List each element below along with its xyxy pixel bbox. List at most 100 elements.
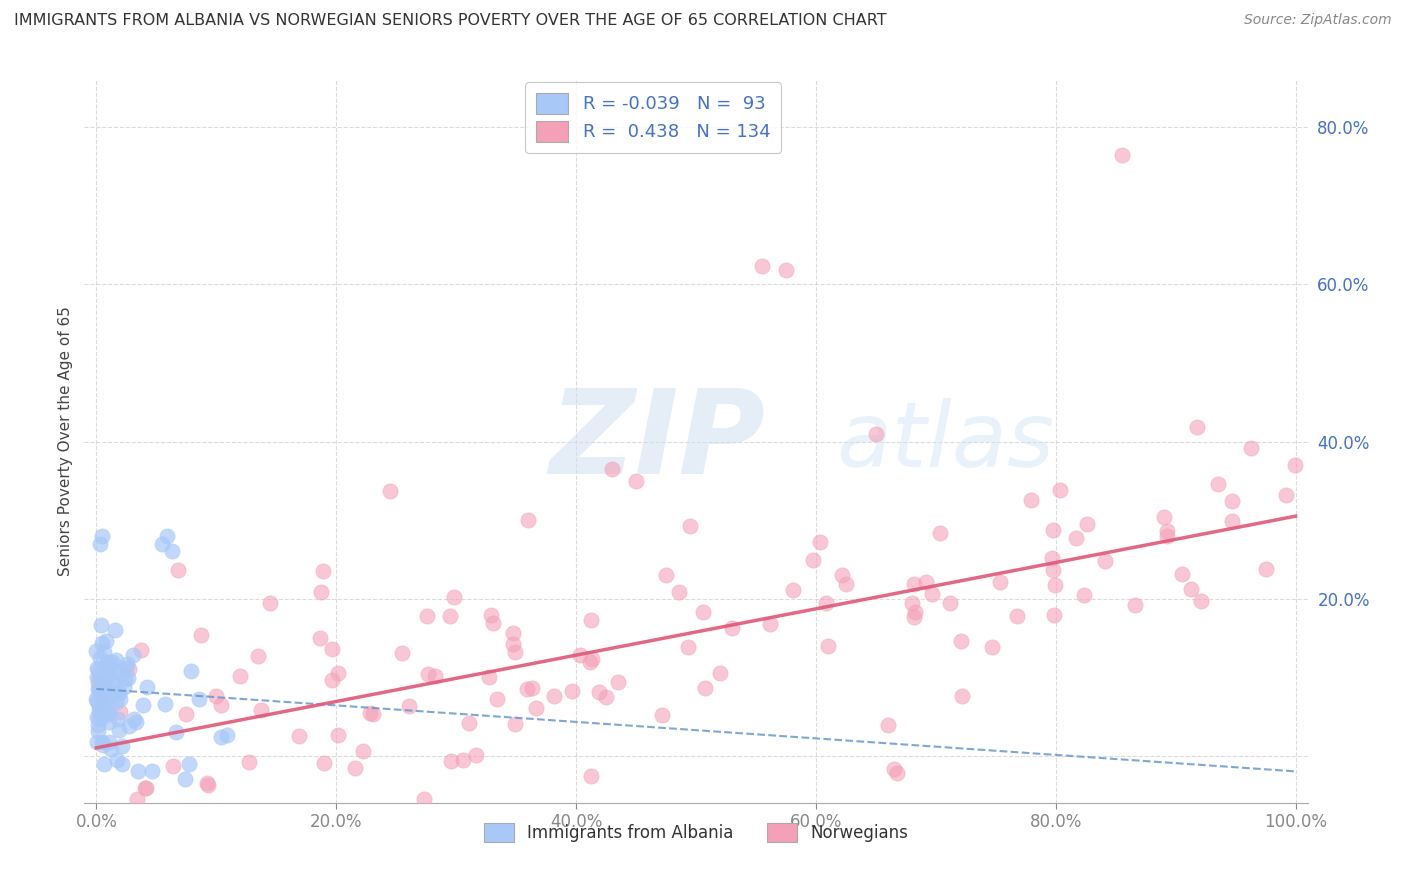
Point — [90, 690, 112, 704]
Point — [115, 661, 138, 675]
Point — [94, 681, 117, 695]
Point — [503, 717, 526, 731]
Point — [122, 648, 145, 662]
Point — [87, 687, 110, 701]
Point — [693, 681, 716, 696]
Point — [209, 730, 232, 744]
Point — [668, 584, 690, 599]
Point — [801, 553, 824, 567]
Point — [86, 644, 108, 658]
Point — [188, 692, 211, 706]
Point — [309, 631, 332, 645]
Point — [91, 529, 114, 543]
Point — [1240, 441, 1263, 455]
Point — [561, 684, 583, 698]
Point — [117, 719, 139, 733]
Point — [93, 709, 115, 723]
Point — [87, 663, 110, 677]
Point — [87, 704, 110, 718]
Point — [1185, 419, 1208, 434]
Text: IMMIGRANTS FROM ALBANIA VS NORWEGIAN SENIORS POVERTY OVER THE AGE OF 65 CORRELAT: IMMIGRANTS FROM ALBANIA VS NORWEGIAN SEN… — [14, 13, 887, 29]
Point — [903, 577, 925, 591]
Point — [90, 636, 112, 650]
Point — [782, 582, 804, 597]
Point — [90, 735, 112, 749]
Point — [112, 680, 135, 694]
Point — [86, 709, 108, 723]
Point — [1049, 483, 1071, 497]
Point — [97, 655, 120, 669]
Point — [439, 609, 461, 624]
Point — [215, 728, 238, 742]
Point — [105, 665, 128, 679]
Point — [600, 462, 623, 476]
Point — [90, 704, 112, 718]
Point — [259, 596, 281, 610]
Point — [464, 748, 486, 763]
Point — [451, 753, 474, 767]
Point — [326, 665, 349, 680]
Point — [1171, 566, 1194, 581]
Point — [1189, 594, 1212, 608]
Point — [209, 698, 232, 713]
Point — [89, 699, 111, 714]
Point — [118, 662, 141, 676]
Point — [721, 621, 744, 635]
Point — [86, 694, 108, 708]
Point — [91, 738, 114, 752]
Point — [205, 689, 228, 703]
Point — [94, 670, 117, 684]
Point — [903, 610, 925, 624]
Point — [134, 781, 156, 796]
Point — [107, 712, 129, 726]
Point — [86, 692, 108, 706]
Point — [312, 756, 335, 770]
Point — [96, 705, 118, 719]
Point — [136, 681, 159, 695]
Point — [90, 702, 112, 716]
Point — [174, 706, 197, 721]
Point — [98, 706, 121, 721]
Point — [901, 596, 924, 610]
Point — [135, 780, 157, 795]
Point — [950, 633, 973, 648]
Point — [98, 695, 121, 709]
Point — [1206, 477, 1229, 491]
Point — [502, 626, 524, 640]
Point — [398, 699, 420, 714]
Point — [378, 483, 401, 498]
Point — [1123, 598, 1146, 612]
Point — [180, 664, 202, 678]
Point — [247, 649, 270, 664]
Point — [90, 690, 112, 705]
Point — [89, 668, 111, 682]
Point — [125, 715, 148, 730]
Point — [481, 616, 503, 631]
Point — [111, 756, 134, 771]
Point — [440, 755, 463, 769]
Point — [676, 640, 699, 654]
Point — [1156, 524, 1178, 539]
Point — [155, 698, 177, 712]
Point — [104, 687, 127, 701]
Point — [179, 756, 201, 771]
Point — [108, 691, 131, 706]
Point — [93, 756, 115, 771]
Point — [595, 690, 617, 704]
Point — [312, 564, 335, 578]
Point — [808, 534, 831, 549]
Point — [1021, 492, 1043, 507]
Point — [1045, 578, 1067, 592]
Point — [1284, 458, 1306, 472]
Point — [97, 667, 120, 681]
Point — [94, 634, 117, 648]
Y-axis label: Seniors Poverty Over the Age of 65: Seniors Poverty Over the Age of 65 — [58, 307, 73, 576]
Point — [129, 643, 152, 657]
Point — [1274, 488, 1296, 502]
Point — [1042, 524, 1064, 538]
Point — [326, 728, 349, 742]
Point — [981, 640, 1004, 654]
Point — [97, 690, 120, 705]
Point — [93, 664, 115, 678]
Point — [103, 675, 125, 690]
